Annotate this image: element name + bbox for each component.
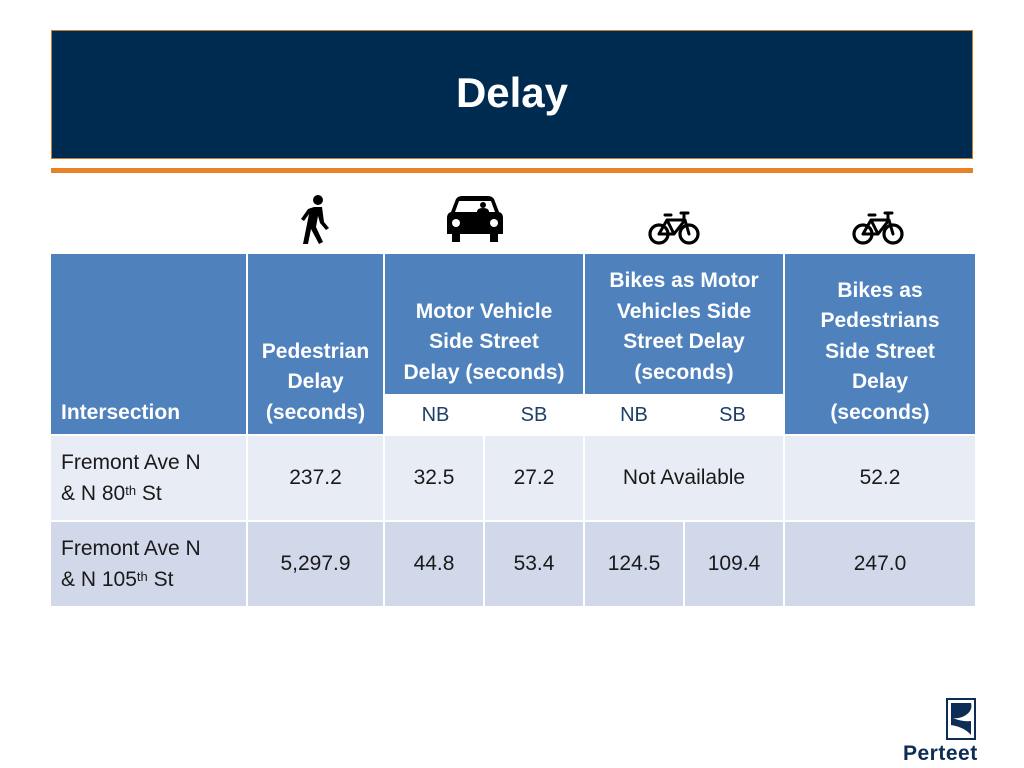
header-bikes-motor-delay: Bikes as Motor Vehicles Side Street Dela…: [585, 254, 784, 394]
header-bikes-pedestrian-delay: Bikes as Pedestrians Side Street Delay (…: [785, 254, 976, 434]
delay-table: Intersection Pedestrian Delay (seconds) …: [49, 254, 977, 606]
mv-nb-cell: 32.5: [385, 436, 483, 520]
bicycle-icon: [852, 211, 904, 245]
header-motor-vehicle-delay: Motor Vehicle Side Street Delay (seconds…: [385, 254, 583, 394]
header-bike-sb: SB: [685, 394, 784, 434]
slide-title: Delay: [455, 68, 569, 116]
header-bike-nb: NB: [585, 394, 683, 434]
perteet-logo-icon: [946, 698, 976, 740]
bike-pedestrian-cell: 247.0: [785, 522, 976, 606]
mv-sb-cell: 53.4: [485, 522, 583, 606]
pedestrian-delay-cell: 5,297.9: [248, 522, 383, 606]
bike-nb-cell: 124.5: [585, 522, 683, 606]
table-row: Fremont Ave N & N 105th St 5,297.9 44.8 …: [51, 522, 976, 606]
bike-motor-cell: Not Available: [585, 436, 784, 520]
bike-sb-cell: 109.4: [685, 522, 784, 606]
header-mv-sb: SB: [485, 394, 583, 434]
accent-rule: [51, 168, 973, 173]
mv-sb-cell: 27.2: [485, 436, 583, 520]
header-intersection: Intersection: [51, 254, 246, 434]
bike-pedestrian-cell: 52.2: [785, 436, 976, 520]
car-icon: [447, 196, 503, 242]
header-pedestrian-delay: Pedestrian Delay (seconds): [248, 254, 383, 434]
title-banner: Delay: [51, 30, 973, 159]
table-row: Fremont Ave N & N 80th St 237.2 32.5 27.…: [51, 436, 976, 520]
pedestrian-delay-cell: 237.2: [248, 436, 383, 520]
bicycle-icon: [648, 211, 700, 245]
header-mv-nb: NB: [385, 394, 483, 434]
intersection-cell: Fremont Ave N & N 80th St: [51, 436, 246, 520]
intersection-cell: Fremont Ave N & N 105th St: [51, 522, 246, 606]
pedestrian-icon: [301, 195, 329, 244]
mv-nb-cell: 44.8: [385, 522, 483, 606]
perteet-logo-text: Perteet: [903, 742, 978, 765]
